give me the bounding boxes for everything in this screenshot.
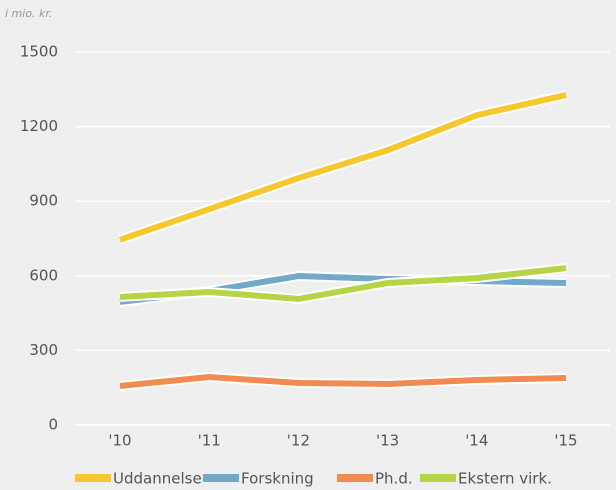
legend-swatch [75, 474, 111, 482]
y-tick-label: 1500 [20, 43, 58, 61]
y-tick-label: 1200 [20, 117, 58, 135]
legend-label: Uddannelse [113, 470, 202, 488]
legend-label: Ph.d. [375, 470, 413, 488]
x-tick-label: '13 [376, 432, 399, 450]
line [119, 374, 567, 389]
y-axis-unit: i mio. kr. [5, 7, 52, 20]
legend-label: Forskning [241, 470, 314, 488]
x-tick-label: '12 [287, 432, 310, 450]
y-tick-label: 300 [29, 341, 58, 359]
legend-swatch [420, 474, 456, 482]
x-tick-label: '14 [465, 432, 488, 450]
x-tick-label: '10 [108, 432, 131, 450]
x-tick-label: '15 [554, 432, 577, 450]
y-tick-label: 600 [29, 266, 58, 284]
legend-swatch [203, 474, 239, 482]
legend-label: Ekstern virk. [458, 470, 552, 488]
x-tick-label: '11 [198, 432, 221, 450]
y-tick-label: 900 [29, 192, 58, 210]
legend-swatch [337, 474, 373, 482]
line [119, 92, 567, 243]
y-tick-label: 0 [48, 416, 58, 434]
line [119, 265, 567, 302]
